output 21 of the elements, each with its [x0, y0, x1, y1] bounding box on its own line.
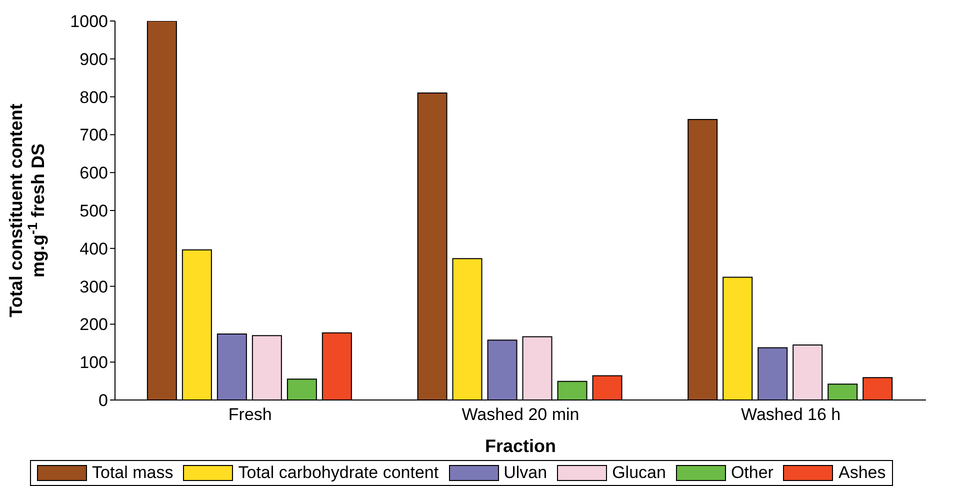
legend-label: Total carbohydrate content	[237, 463, 439, 483]
x-axis-title: Fraction	[484, 436, 556, 456]
legend-label: Other	[730, 463, 774, 483]
y-tick-label: 300	[80, 277, 108, 296]
legend-label: Ulvan	[502, 463, 548, 483]
y-tick-label: 200	[80, 315, 108, 334]
x-tick-label: Washed 20 min	[462, 405, 580, 424]
y-tick-label: 800	[80, 88, 108, 107]
y-tick-label: 500	[80, 202, 108, 221]
y-tick-label: 100	[80, 353, 108, 372]
legend-label: Glucan	[611, 463, 666, 483]
y-tick-label: 1000	[70, 12, 108, 32]
legend-label: Total mass	[91, 463, 174, 483]
y-tick-label: 600	[80, 164, 108, 183]
y-tick-label: 400	[80, 239, 108, 258]
y-tick-label: 0	[98, 391, 108, 410]
y-tick-label: 700	[80, 126, 108, 145]
x-tick-label: Washed 16 h	[741, 405, 841, 424]
x-tick-label: Fresh	[228, 405, 272, 424]
legend-label: Ashes	[837, 463, 886, 483]
y-tick-label: 900	[80, 50, 108, 69]
